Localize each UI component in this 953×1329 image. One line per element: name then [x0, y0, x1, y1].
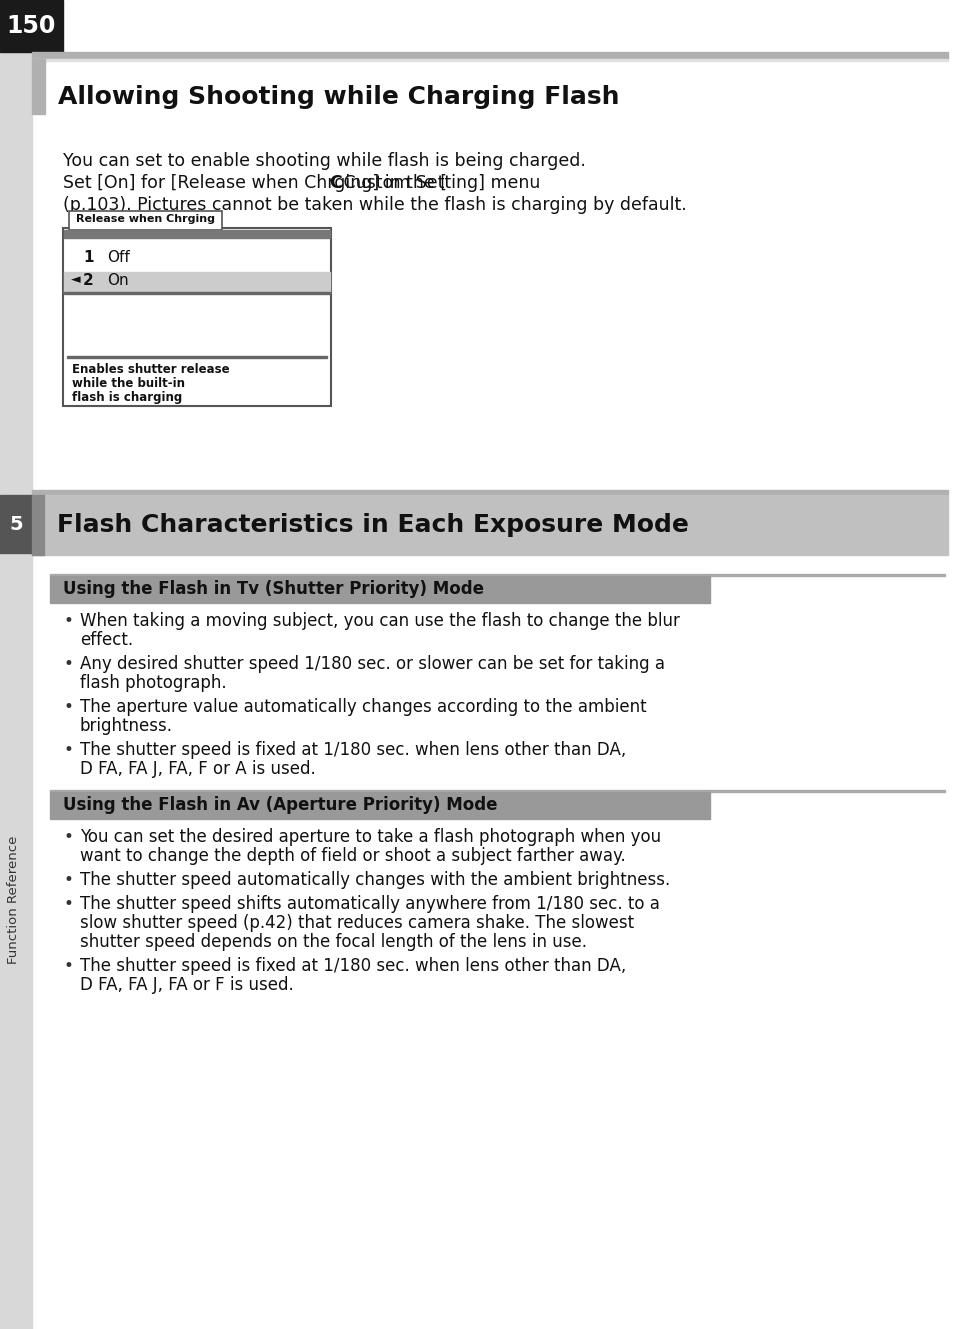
- Text: Off: Off: [107, 250, 130, 264]
- Text: brightness.: brightness.: [80, 718, 172, 735]
- Text: Using the Flash in Av (Aperture Priority) Mode: Using the Flash in Av (Aperture Priority…: [63, 796, 497, 813]
- Text: The aperture value automatically changes according to the ambient: The aperture value automatically changes…: [80, 698, 646, 716]
- Text: You can set the desired aperture to take a flash photograph when you: You can set the desired aperture to take…: [80, 828, 660, 847]
- Bar: [67, 356, 327, 358]
- Text: •: •: [63, 828, 72, 847]
- Text: On: On: [107, 272, 129, 288]
- Text: effect.: effect.: [80, 631, 133, 649]
- Text: Allowing Shooting while Charging Flash: Allowing Shooting while Charging Flash: [58, 85, 618, 109]
- Bar: [0, 0, 32, 1329]
- Text: want to change the depth of field or shoot a subject farther away.: want to change the depth of field or sho…: [80, 847, 625, 865]
- Bar: [32, 490, 947, 494]
- Text: while the built-in: while the built-in: [71, 377, 185, 389]
- Text: •: •: [63, 894, 72, 913]
- Text: •: •: [63, 655, 72, 672]
- Text: •: •: [63, 870, 72, 889]
- Text: The shutter speed automatically changes with the ambient brightness.: The shutter speed automatically changes …: [80, 870, 670, 889]
- Text: •: •: [63, 611, 72, 630]
- Text: C: C: [329, 174, 341, 191]
- Text: Enables shutter release: Enables shutter release: [71, 363, 230, 376]
- Text: Function Reference: Function Reference: [8, 836, 20, 964]
- Text: 5: 5: [10, 514, 23, 533]
- Text: When taking a moving subject, you can use the flash to change the blur: When taking a moving subject, you can us…: [80, 611, 679, 630]
- Text: 1: 1: [83, 250, 93, 264]
- Text: •: •: [63, 957, 72, 975]
- Text: Using the Flash in Tv (Shutter Priority) Mode: Using the Flash in Tv (Shutter Priority)…: [63, 579, 483, 598]
- Text: •: •: [63, 698, 72, 716]
- Text: Any desired shutter speed 1/180 sec. or slower can be set for taking a: Any desired shutter speed 1/180 sec. or …: [80, 655, 664, 672]
- Bar: [0, 0, 63, 52]
- Bar: [50, 792, 709, 819]
- Bar: [32, 58, 947, 61]
- Text: flash is charging: flash is charging: [71, 391, 182, 404]
- Text: Set [On] for [Release when Chrging] in the [: Set [On] for [Release when Chrging] in t…: [63, 174, 447, 191]
- Text: The shutter speed shifts automatically anywhere from 1/180 sec. to a: The shutter speed shifts automatically a…: [80, 894, 659, 913]
- Text: The shutter speed is fixed at 1/180 sec. when lens other than DA,: The shutter speed is fixed at 1/180 sec.…: [80, 742, 625, 759]
- Bar: [50, 789, 944, 792]
- Text: 2: 2: [83, 272, 93, 288]
- Text: shutter speed depends on the focal length of the lens in use.: shutter speed depends on the focal lengt…: [80, 933, 586, 952]
- Text: flash photograph.: flash photograph.: [80, 674, 227, 692]
- Text: Release when Chrging: Release when Chrging: [76, 214, 214, 225]
- Bar: [63, 229, 331, 405]
- Bar: [64, 230, 330, 238]
- Text: ◄: ◄: [71, 274, 81, 287]
- Bar: [50, 575, 709, 603]
- Bar: [32, 58, 45, 114]
- Bar: [0, 494, 32, 553]
- Bar: [32, 52, 947, 58]
- Bar: [64, 272, 330, 292]
- Text: slow shutter speed (p.42) that reduces camera shake. The slowest: slow shutter speed (p.42) that reduces c…: [80, 914, 634, 932]
- Text: (p.103). Pictures cannot be taken while the flash is charging by default.: (p.103). Pictures cannot be taken while …: [63, 195, 686, 214]
- Text: Custom Setting] menu: Custom Setting] menu: [337, 174, 539, 191]
- Bar: [32, 494, 947, 556]
- Text: The shutter speed is fixed at 1/180 sec. when lens other than DA,: The shutter speed is fixed at 1/180 sec.…: [80, 957, 625, 975]
- Text: You can set to enable shooting while flash is being charged.: You can set to enable shooting while fla…: [63, 152, 585, 170]
- Text: 150: 150: [7, 15, 55, 39]
- Bar: [69, 211, 222, 230]
- Text: •: •: [63, 742, 72, 759]
- Bar: [50, 574, 944, 575]
- Bar: [64, 292, 330, 294]
- Text: Flash Characteristics in Each Exposure Mode: Flash Characteristics in Each Exposure M…: [57, 513, 688, 537]
- Bar: [32, 494, 44, 556]
- Text: D FA, FA J, FA, F or A is used.: D FA, FA J, FA, F or A is used.: [80, 760, 315, 777]
- Text: D FA, FA J, FA or F is used.: D FA, FA J, FA or F is used.: [80, 975, 294, 994]
